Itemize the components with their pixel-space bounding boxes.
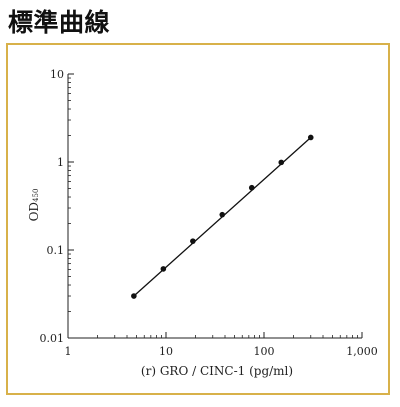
y-tick-label: 0.01	[40, 332, 65, 345]
y-axis-label-main: OD	[27, 202, 41, 221]
data-points	[131, 134, 314, 299]
chart-axes	[67, 74, 362, 339]
data-point	[307, 134, 314, 141]
x-tick-label: 100	[254, 345, 275, 358]
data-point	[190, 238, 196, 244]
data-point	[219, 211, 226, 218]
y-axis-label: OD450	[27, 189, 41, 222]
page-heading: 標準曲線	[8, 8, 111, 37]
x-axis-label: (r) GRO / CINC-1 (pg/ml)	[141, 364, 293, 378]
data-point	[131, 293, 137, 299]
x-tick-label: 10	[159, 345, 173, 358]
data-point	[160, 266, 167, 272]
y-axis-label-sub: 450	[32, 189, 40, 202]
chart-frame	[6, 43, 390, 395]
x-tick-label: 1	[65, 345, 72, 358]
x-tick-label: 1,000	[346, 345, 378, 358]
chart-ticks: 1 10 100 1,000 0.01 0.1 1 10	[40, 68, 378, 358]
y-tick-label: 1	[57, 156, 64, 169]
y-tick-label: 10	[50, 68, 64, 81]
y-tick-label: 0.1	[47, 244, 65, 257]
data-point	[248, 184, 255, 191]
data-point	[278, 159, 285, 166]
